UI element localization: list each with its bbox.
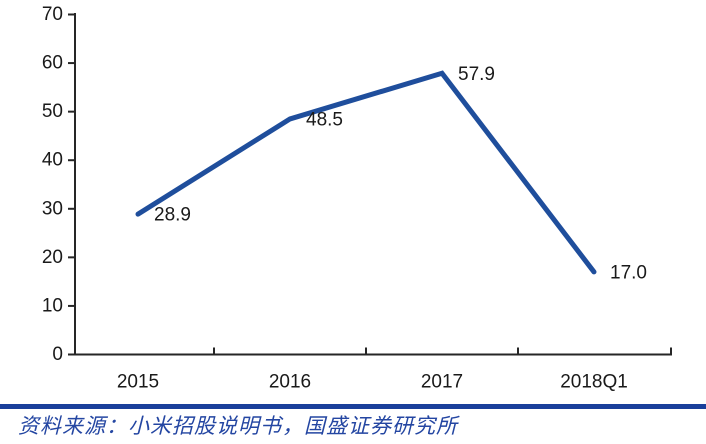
y-tick-label: 30 — [42, 198, 63, 219]
data-point-label: 57.9 — [458, 64, 495, 85]
data-point-label: 48.5 — [306, 109, 343, 130]
y-tick-label: 50 — [42, 101, 63, 122]
y-tick-label: 60 — [42, 53, 63, 74]
data-series-line — [135, 70, 597, 275]
data-point-label: 17.0 — [610, 262, 647, 283]
y-tick-label: 0 — [52, 344, 63, 365]
x-tick-label: 2016 — [269, 372, 311, 393]
data-point-labels: 28.9 48.5 57.9 17.0 — [154, 64, 647, 284]
y-tick-label: 10 — [42, 295, 63, 316]
y-tick-label: 40 — [42, 150, 63, 171]
x-axis-ticks — [213, 347, 672, 355]
y-axis-tick-labels: 0 10 20 30 40 50 60 70 — [42, 4, 63, 365]
x-tick-label: 2018Q1 — [560, 372, 628, 393]
y-tick-label: 20 — [42, 247, 63, 268]
x-tick-label: 2015 — [117, 372, 159, 393]
series-polyline — [135, 70, 597, 275]
data-point-label: 28.9 — [154, 205, 191, 226]
x-tick-label: 2017 — [421, 372, 463, 393]
x-axis-tick-labels: 2015 2016 2017 2018Q1 — [117, 372, 628, 393]
source-note: 资料来源：小米招股说明书，国盛证券研究所 — [18, 414, 458, 438]
y-axis-ticks — [68, 13, 75, 356]
axes — [68, 13, 672, 356]
footer-divider-bar — [0, 404, 706, 409]
y-tick-label: 70 — [42, 4, 63, 25]
